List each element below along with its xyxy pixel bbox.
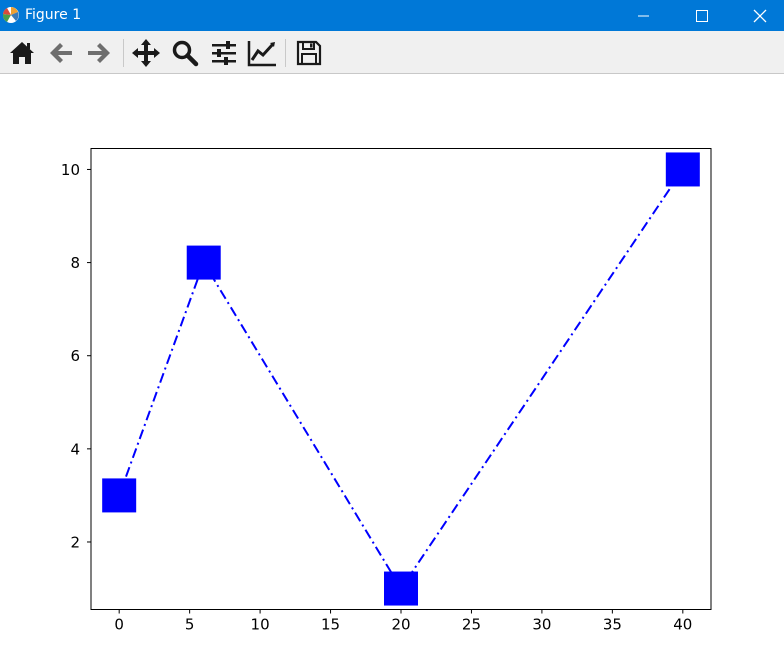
back-button[interactable] [44,36,78,70]
toolbar-separator [285,39,286,67]
home-button[interactable] [5,36,39,70]
x-tick-label: 5 [185,616,195,634]
forward-button[interactable] [82,36,116,70]
move-icon [132,39,160,67]
y-tick-label: 2 [70,533,80,551]
edit-axis-button[interactable] [245,36,279,70]
x-tick-label: 15 [321,616,340,634]
zoom-button[interactable] [168,36,202,70]
y-tick-label: 8 [70,254,80,272]
minimize-icon [638,15,649,16]
pan-button[interactable] [129,36,163,70]
close-button[interactable] [731,0,784,31]
x-axis: 0 5 10 15 20 25 30 35 40 [114,609,692,634]
arrow-right-icon [88,43,110,63]
minimize-button[interactable] [615,0,673,31]
toolbar-separator [123,39,124,67]
x-tick-label: 20 [391,616,410,634]
x-tick-label: 35 [603,616,622,634]
x-tick-label: 30 [532,616,551,634]
data-point-marker [665,152,700,187]
floppy-disk-icon [296,40,322,66]
y-tick-label: 4 [70,440,80,458]
series-line [118,168,684,591]
series-layer [102,152,700,606]
home-icon [10,42,34,64]
x-tick-label: 10 [251,616,270,634]
maximize-button[interactable] [673,0,731,31]
navigation-toolbar [0,31,784,74]
y-tick-label: 6 [70,347,80,365]
matplotlib-logo-icon [2,7,19,23]
maximize-icon [696,9,708,22]
sliders-icon [212,41,236,65]
data-point-marker [384,571,418,606]
y-tick-label: 10 [61,161,80,179]
title-bar: Figure 1 [0,0,784,31]
line-chart: 0 5 10 15 20 25 30 35 40 2 4 6 8 10 [61,148,712,634]
arrow-left-icon [50,43,72,63]
y-axis: 2 4 6 8 10 [61,161,91,551]
axes-frame [90,148,712,610]
x-tick-label: 0 [114,616,124,634]
magnifier-icon [172,40,199,67]
data-point-marker [102,478,137,513]
data-point-marker [186,245,221,280]
figure-canvas[interactable]: 0 5 10 15 20 25 30 35 40 2 4 6 8 10 [0,75,784,663]
x-tick-label: 25 [462,616,481,634]
close-icon [753,9,767,22]
configure-subplots-button[interactable] [207,36,241,70]
save-button[interactable] [292,36,326,70]
line-chart-icon [247,41,276,67]
x-tick-label: 40 [673,616,692,634]
window-title: Figure 1 [25,7,82,23]
